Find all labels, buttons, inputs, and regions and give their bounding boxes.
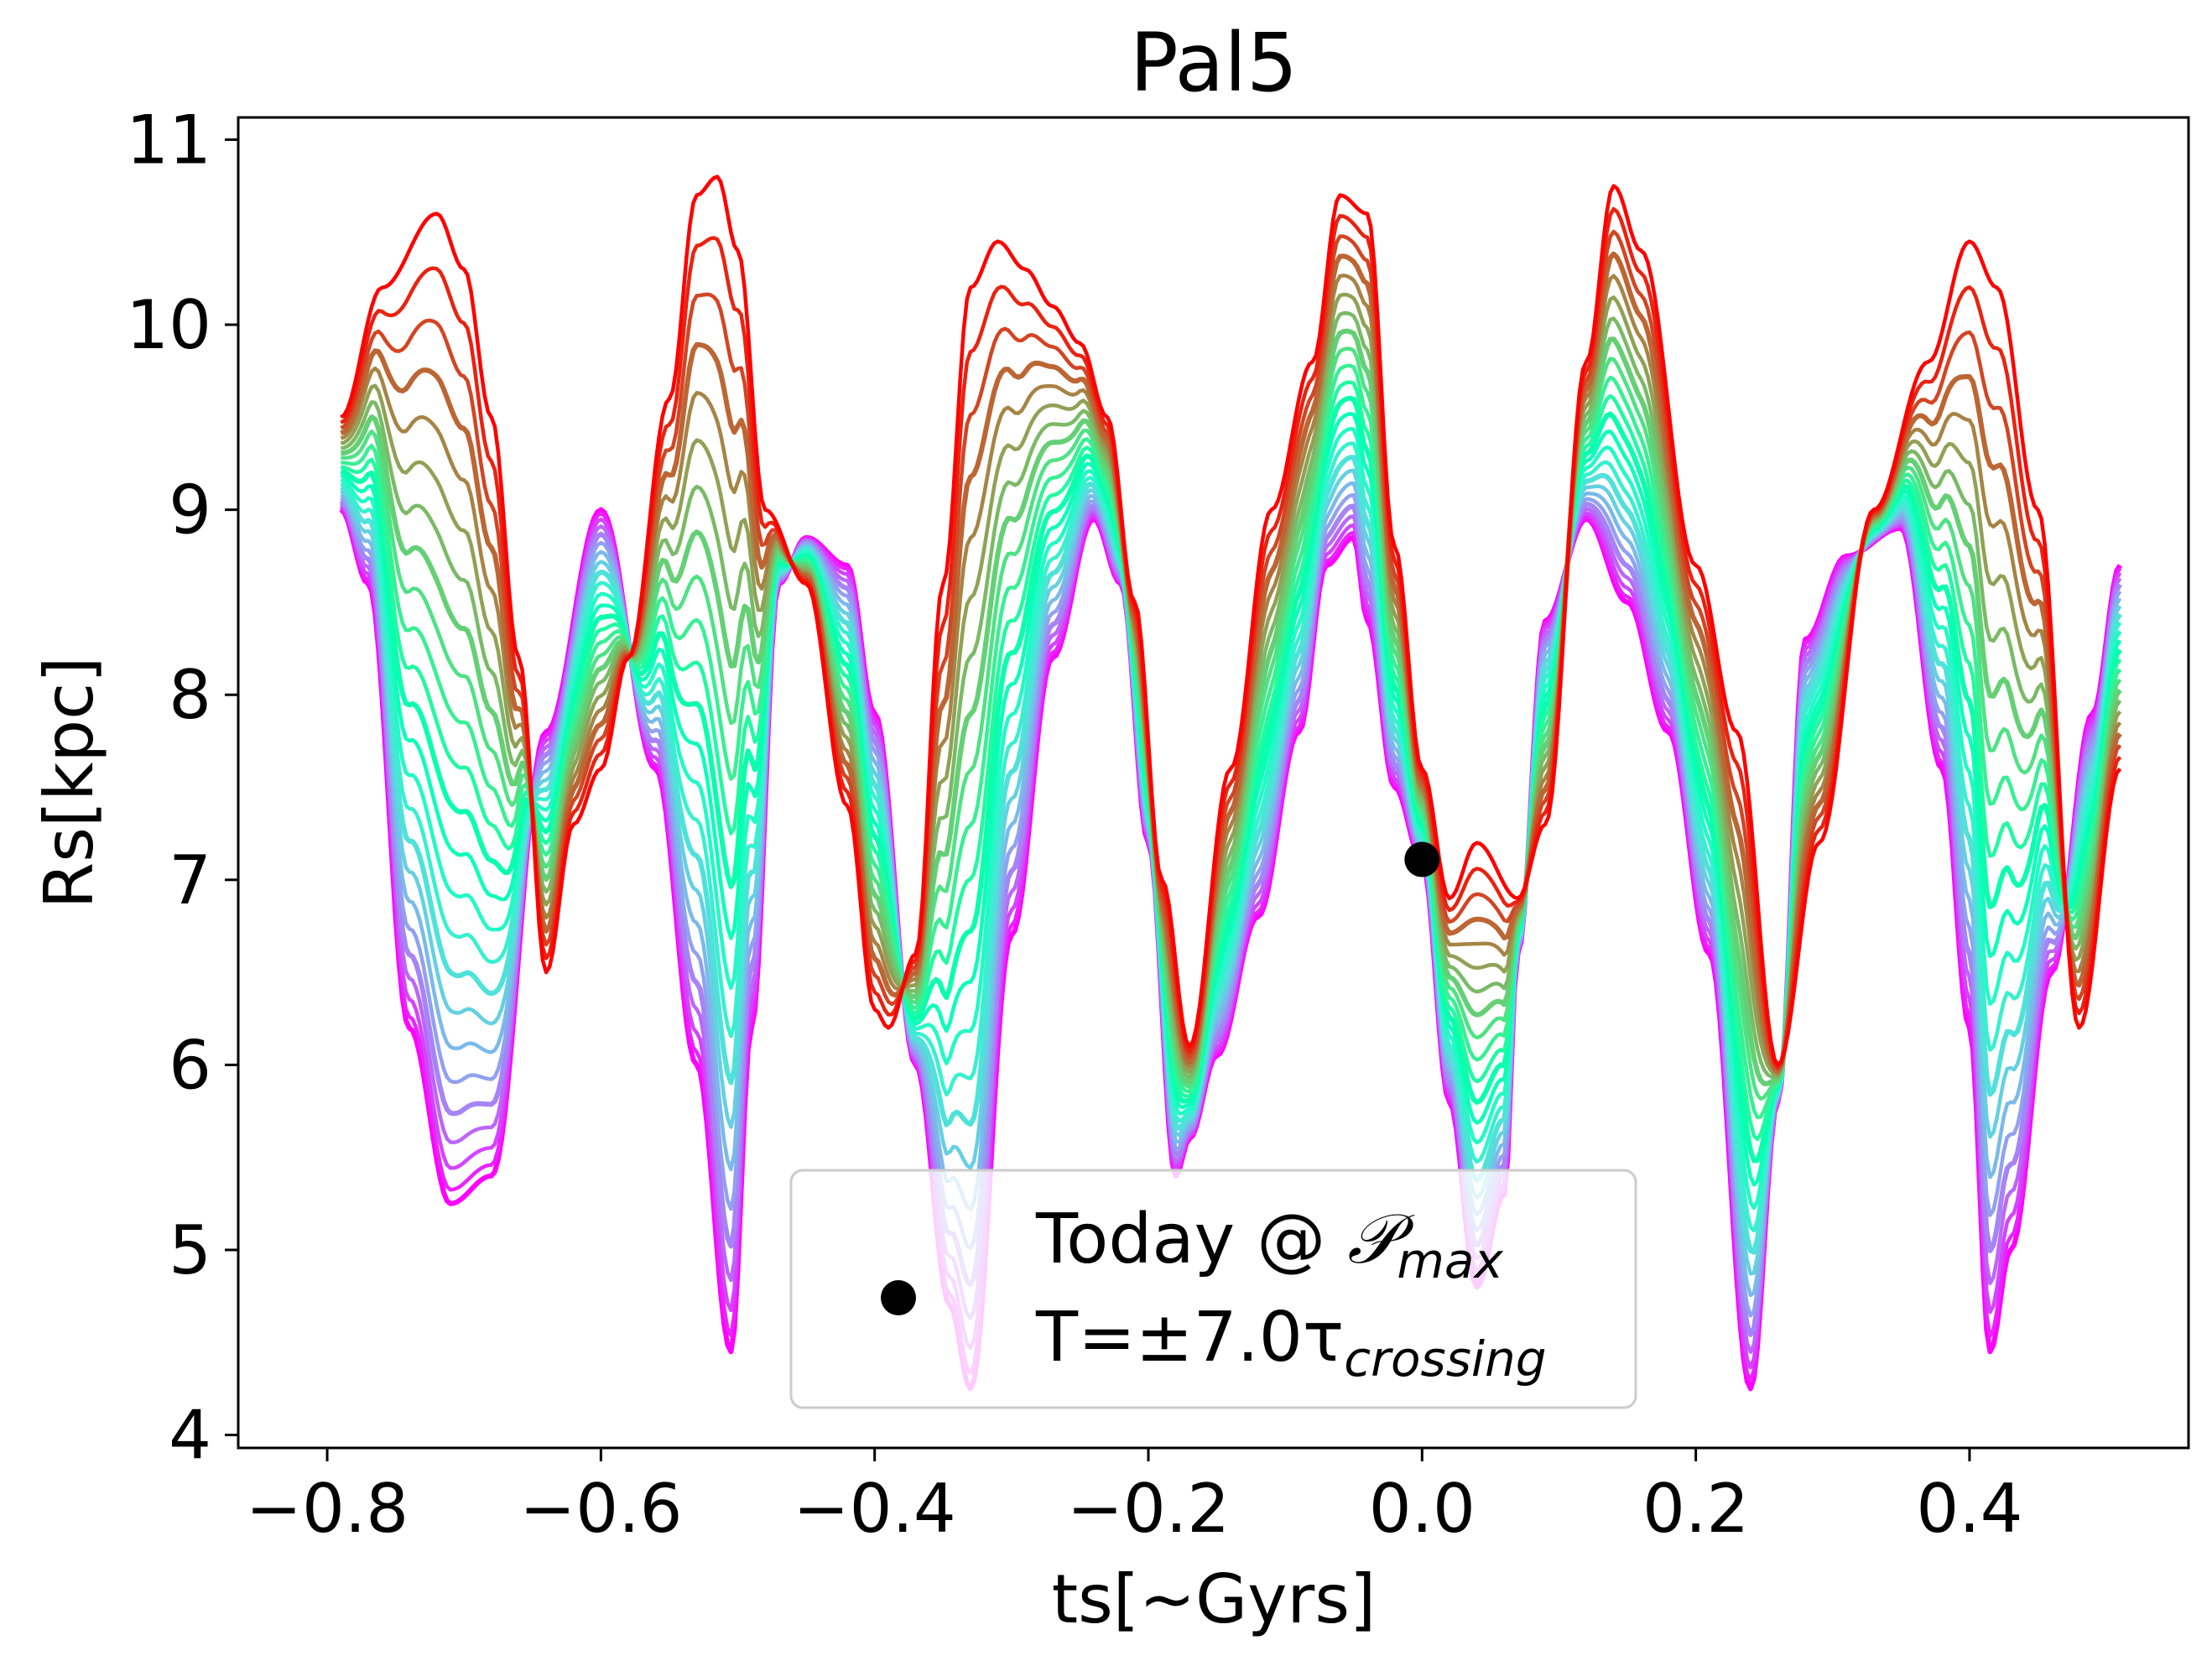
series-line bbox=[341, 346, 2122, 1101]
x-tick-label: −0.8 bbox=[246, 1470, 409, 1548]
chart-title: Pal5 bbox=[1130, 16, 1298, 110]
x-axis: −0.8 −0.6 −0.4 −0.2 0.0 0.2 0.4 bbox=[246, 1448, 2023, 1548]
legend-entry-today: Today @ 𝒫max bbox=[1035, 1200, 1503, 1289]
y-tick-label: 8 bbox=[169, 656, 211, 734]
series-line bbox=[341, 328, 2122, 1086]
y-tick-label: 6 bbox=[169, 1026, 211, 1104]
x-tick-label: 0.2 bbox=[1642, 1470, 1749, 1548]
x-axis-title: ts[~Gyrs] bbox=[1052, 1560, 1376, 1638]
x-tick-label: −0.6 bbox=[519, 1470, 682, 1548]
legend-marker bbox=[881, 1280, 916, 1315]
y-axis: 4 5 6 7 8 9 10 11 bbox=[126, 101, 238, 1475]
series-line bbox=[341, 363, 2122, 1120]
y-tick-label: 7 bbox=[169, 841, 211, 919]
y-tick-label: 9 bbox=[169, 471, 211, 549]
y-axis-title: Rs[kpc] bbox=[30, 657, 108, 909]
x-tick-label: 0.0 bbox=[1369, 1470, 1476, 1548]
series-line bbox=[341, 380, 2122, 1142]
series-line bbox=[340, 174, 2122, 1067]
legend-entry-period: T=±7.0τcrossing bbox=[1035, 1298, 1547, 1388]
legend-entry-period-main: T=±7.0τ bbox=[1035, 1298, 1344, 1377]
legend-entry-today-sub: max bbox=[1397, 1232, 1503, 1289]
plot-frame bbox=[237, 116, 2190, 1450]
legend-entry-today-main: Today @ bbox=[1035, 1200, 1347, 1279]
y-tick-label: 5 bbox=[169, 1211, 211, 1289]
series-lines-group bbox=[339, 174, 2122, 1392]
marker-group bbox=[1404, 841, 1440, 877]
today-marker bbox=[1404, 841, 1440, 877]
legend: Today @ 𝒫max T=±7.0τcrossing bbox=[789, 1169, 1637, 1409]
x-tick-label: −0.2 bbox=[1067, 1470, 1230, 1548]
y-tick-label: 10 bbox=[126, 286, 211, 364]
y-tick-label: 11 bbox=[126, 101, 211, 179]
x-tick-label: 0.4 bbox=[1916, 1470, 2022, 1548]
x-tick-label: −0.4 bbox=[794, 1470, 956, 1548]
legend-box bbox=[789, 1169, 1637, 1409]
series-line bbox=[340, 395, 2122, 1164]
y-tick-label: 4 bbox=[169, 1397, 211, 1475]
legend-entry-period-sub: crossing bbox=[1344, 1330, 1546, 1388]
